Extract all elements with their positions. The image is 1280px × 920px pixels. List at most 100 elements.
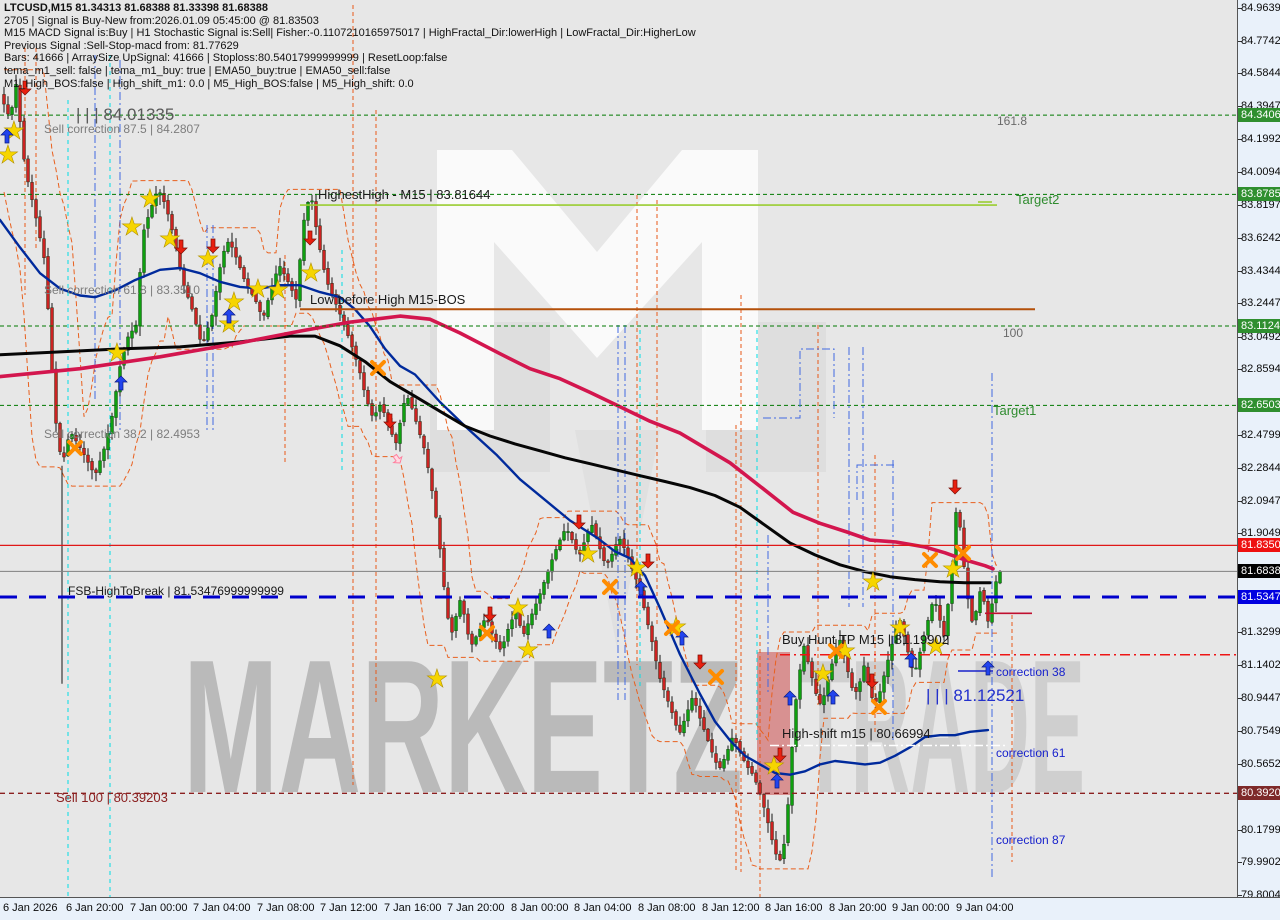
price-badge: 82.65039 [1238,398,1280,413]
info-line: Bars: 41666 | ArraySize UpSignal: 41666 … [4,52,448,65]
sell-arrow [18,80,32,96]
price-tick-mark [1238,468,1242,470]
price-badge: 81.83503 [1238,538,1280,553]
buy-arrow [0,128,14,144]
price-tick-mark [1238,664,1242,666]
price-tick-label: 83.43445 [1241,264,1280,277]
pink-arrow-marker [392,453,403,464]
time-tick-label: 9 Jan 04:00 [956,902,1014,914]
time-tick-label: 7 Jan 12:00 [320,902,378,914]
price-tick-mark [1238,434,1242,436]
star-marker: ★ [159,224,181,253]
sell-arrow [948,479,962,495]
sell-arrow [206,238,220,254]
time-tick-label: 7 Jan 20:00 [447,902,505,914]
star-marker: ★ [577,539,599,568]
buy-arrow [826,689,840,705]
buy-arrow [114,375,128,391]
price-tick-mark [1238,632,1242,634]
time-tick-label: 9 Jan 00:00 [892,902,950,914]
time-tick-label: 8 Jan 16:00 [765,902,823,914]
logo-m-watermark [437,150,758,430]
price-tick-mark [1238,369,1242,371]
price-tick-label: 83.04920 [1241,330,1280,343]
price-tick-label: 83.81970 [1241,198,1280,211]
price-tick-mark [1238,894,1242,896]
star-marker: ★ [0,140,19,169]
price-tick-label: 83.62420 [1241,232,1280,245]
price-tick-mark [1238,829,1242,831]
info-line: LTCUSD,M15 81.34313 81.68388 81.33398 81… [4,2,268,14]
price-tick-mark [1238,500,1242,502]
step-channel [763,348,835,419]
price-tick-label: 83.24470 [1241,297,1280,310]
star-marker: ★ [925,631,947,660]
sell-arrow [865,673,879,689]
price-tick-mark [1238,763,1242,765]
price-tick-mark [1238,533,1242,535]
price-tick-label: 80.17995 [1241,823,1280,836]
buy-arrow [770,773,784,789]
price-tick-mark [1238,105,1242,107]
time-tick-label: 6 Jan 2026 [3,902,58,914]
sell-arrow [641,553,655,569]
star-marker: ★ [889,613,911,642]
sell-arrow [303,230,317,246]
time-tick-label: 7 Jan 16:00 [384,902,442,914]
time-axis[interactable]: 6 Jan 2026 6 Jan 20:00 7 Jan 00:00 7 Jan 04… [0,897,1280,920]
star-marker: ★ [106,338,128,367]
price-tick-label: 81.14020 [1241,658,1280,671]
price-tick-mark [1238,862,1242,864]
sell-arrow [383,413,397,429]
star-marker: ★ [139,184,161,213]
price-tick-label: 84.19920 [1241,133,1280,146]
sell-arrow [693,654,707,670]
time-tick-label: 8 Jan 20:00 [829,902,887,914]
star-marker: ★ [942,554,964,583]
indicator-info-panel: LTCUSD,M15 81.34313 81.68388 81.33398 81… [4,2,696,90]
time-tick-label: 8 Jan 00:00 [511,902,569,914]
price-tick-mark [1238,303,1242,305]
price-tick-mark [1238,698,1242,700]
price-badge: 81.68388 [1238,564,1280,579]
sell-arrow [773,747,787,763]
buy-arrow [783,690,797,706]
star-marker: ★ [862,567,884,596]
ma-black [0,334,992,585]
sell-arrow [483,606,497,622]
time-tick-label: 6 Jan 20:00 [66,902,124,914]
price-tick-mark [1238,238,1242,240]
horizontal-level-lines [0,114,1237,794]
star-marker: ★ [426,664,448,693]
info-line: Previous Signal :Sell-Stop-macd from: 81… [4,39,239,52]
buy-arrow [222,308,236,324]
price-tick-mark [1238,171,1242,173]
star-marker: ★ [812,659,834,688]
price-tick-label: 82.47995 [1241,428,1280,441]
price-tick-mark [1238,40,1242,42]
price-tick-mark [1238,270,1242,272]
price-tick-label: 80.75495 [1241,724,1280,737]
star-marker: ★ [626,553,648,582]
price-tick-label: 84.96395 [1241,1,1280,14]
info-line: M15 MACD Signal is:Buy | H1 Stochastic S… [4,27,696,40]
price-tick-label: 84.58445 [1241,67,1280,80]
price-badge: 81.53477 [1238,590,1280,604]
price-tick-mark [1238,7,1242,9]
time-tick-label: 8 Jan 04:00 [574,902,632,914]
star-marker: ★ [300,258,322,287]
info-line: 2705 | Signal is Buy-New from:2026.01.09… [4,14,319,27]
price-tick-label: 82.09470 [1241,494,1280,507]
price-tick-label: 81.90495 [1241,527,1280,540]
price-badge: 80.39203 [1238,786,1280,801]
price-tick-label: 79.99020 [1241,856,1280,869]
price-tick-label: 82.28445 [1241,462,1280,475]
sell-arrow [174,239,188,255]
star-marker: ★ [517,635,539,664]
price-axis[interactable]: 84.9639584.7742084.5844584.3947084.19920… [1237,0,1280,901]
tema-blue [0,218,990,776]
time-tick-label: 7 Jan 04:00 [193,902,251,914]
step-channel [856,464,897,500]
